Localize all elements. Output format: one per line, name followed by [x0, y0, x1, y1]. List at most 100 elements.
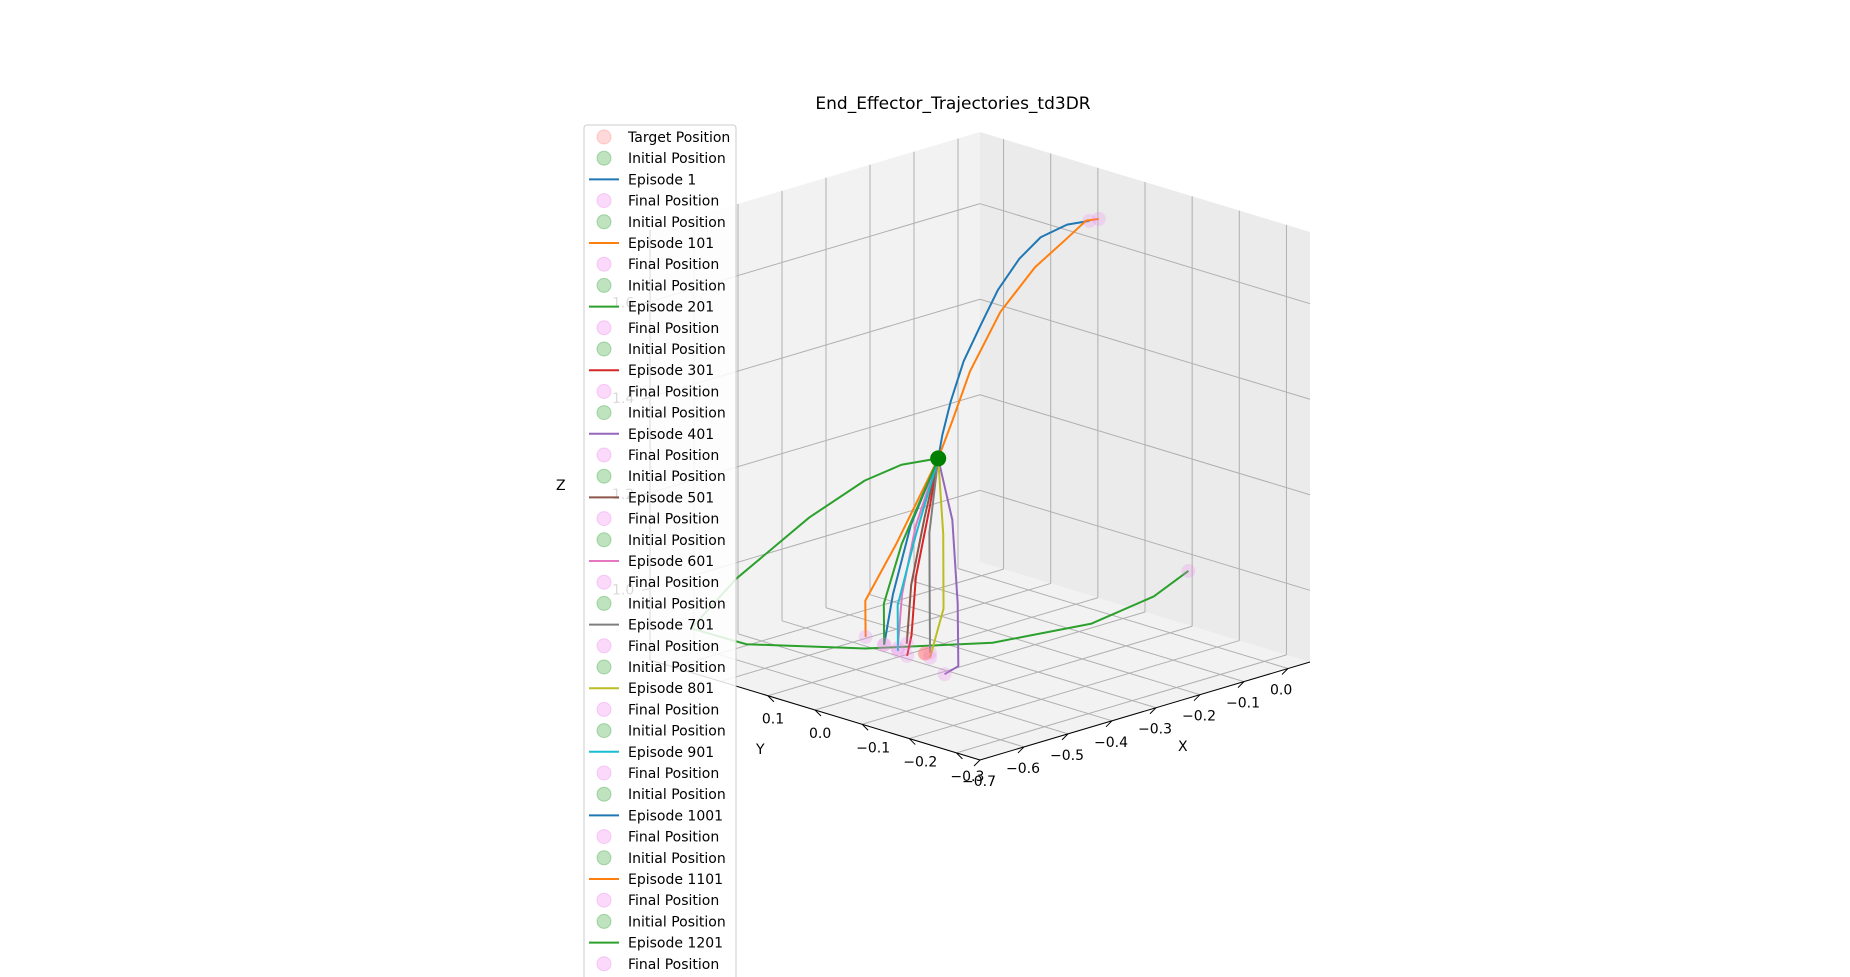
legend-label: Initial Position [628, 851, 726, 867]
legend-label: Episode 1201 [628, 936, 723, 952]
legend-marker-swatch [596, 892, 612, 908]
final-position-marker [858, 629, 873, 644]
y-tick-mark [861, 723, 869, 731]
grid-y-floor [956, 654, 1287, 754]
y-tick-mark [767, 695, 775, 703]
legend-marker-swatch [596, 850, 612, 866]
legend-marker-swatch [596, 320, 612, 336]
legend-label: Episode 401 [628, 427, 714, 443]
legend-label: Final Position [628, 639, 719, 655]
legend-marker-swatch [596, 193, 612, 209]
legend-label: Final Position [628, 893, 719, 909]
grid-y-floor [862, 625, 1193, 725]
legend-marker-swatch [596, 405, 612, 421]
x-tick-mark [1105, 720, 1113, 728]
legend-marker-swatch [596, 383, 612, 399]
legend-label: Final Position [628, 512, 719, 528]
x-tick-label: −0.4 [1094, 735, 1128, 751]
x-tick-mark [1061, 733, 1069, 741]
legend-label: Initial Position [628, 787, 726, 803]
x-tick-mark [1237, 681, 1245, 688]
legend-marker-swatch [596, 913, 612, 929]
trajectory-line [882, 458, 940, 645]
legend-label: Initial Position [628, 724, 726, 740]
y-tick-mark [908, 738, 916, 745]
legend-label: Final Position [628, 448, 719, 464]
legend-box [583, 124, 737, 977]
x-tick-mark [1149, 707, 1157, 715]
grid-y-floor [814, 611, 1146, 711]
legend-marker-swatch [596, 129, 612, 145]
legend-label: Final Position [628, 957, 719, 973]
legend-label: Final Position [628, 257, 719, 273]
legend-label: Final Position [628, 766, 719, 782]
legend-label: Initial Position [628, 533, 726, 549]
x-tick-label: −0.7 [962, 774, 996, 790]
legend-label: Final Position [628, 702, 719, 718]
legend-marker-swatch [596, 723, 612, 739]
legend-label: Initial Position [628, 914, 726, 930]
trajectory-line [906, 458, 940, 657]
legend-label: Episode 1101 [628, 872, 723, 888]
legend-marker-swatch [596, 765, 612, 781]
axis-panes [650, 132, 1310, 760]
legend-marker-swatch [596, 447, 612, 463]
legend-marker-swatch [596, 829, 612, 845]
legend-marker-swatch [596, 574, 612, 590]
legend-label: Initial Position [628, 342, 726, 358]
y-tick-label: −0.3 [950, 769, 984, 785]
x-tick-label: −0.2 [1182, 709, 1216, 725]
legend-label: Initial Position [628, 469, 726, 485]
y-axis-label: Y [755, 742, 765, 758]
legend-label: Final Position [628, 321, 719, 337]
legend-marker-swatch [596, 701, 612, 717]
legend-marker-swatch [596, 532, 612, 548]
legend-label: Final Position [628, 830, 719, 846]
y-tick-mark [814, 709, 822, 717]
final-position-marker [877, 637, 892, 652]
x-axis-line [979, 661, 1311, 761]
trajectory-line [896, 458, 940, 652]
legend-marker-swatch [596, 956, 612, 972]
z-axis-label: Z [556, 478, 566, 494]
legend-marker-swatch [596, 786, 612, 802]
grid-y-floor [909, 640, 1240, 740]
target-position-marker [918, 646, 932, 661]
legend-label: Episode 801 [628, 681, 714, 697]
legend-label: Episode 501 [628, 490, 714, 506]
legend-label: Episode 701 [628, 618, 714, 634]
y-tick-label: −0.2 [903, 755, 937, 771]
legend-marker-swatch [596, 277, 612, 293]
y-tick-mark [956, 752, 963, 760]
y-tick-label: 0.1 [762, 712, 784, 728]
legend-label: Target Position [627, 130, 730, 146]
legend-label: Initial Position [628, 660, 726, 676]
x-tick-mark [1017, 746, 1025, 754]
initial-position-marker [930, 450, 947, 467]
final-position-marker [899, 636, 914, 651]
final-position-marker [900, 648, 915, 663]
final-position-marker [937, 667, 952, 682]
x-tick-mark [1193, 694, 1201, 702]
x-tick-label: −0.1 [1226, 696, 1260, 712]
legend-marker-swatch [596, 150, 612, 166]
legend-marker-swatch [596, 511, 612, 527]
legend-label: Episode 1 [628, 172, 696, 188]
x-tick-label: 0.0 [1270, 683, 1292, 699]
legend-label: Episode 901 [628, 745, 714, 761]
grid-z-right [979, 394, 1311, 496]
legend-label: Initial Position [628, 596, 726, 612]
legend-label: Episode 301 [628, 363, 714, 379]
legend-marker-swatch [596, 341, 612, 357]
x-axis-label: X [1178, 739, 1188, 755]
legend-label: Initial Position [628, 215, 726, 231]
trajectory-marks [690, 211, 1196, 682]
final-position-marker [1091, 211, 1106, 226]
legend-marker-swatch [596, 468, 612, 484]
legend-label: Initial Position [628, 278, 726, 294]
grid-z-right [979, 203, 1311, 305]
trajectory-line [864, 457, 940, 637]
legend-label: Initial Position [628, 406, 726, 422]
legend-marker-swatch [596, 214, 612, 230]
